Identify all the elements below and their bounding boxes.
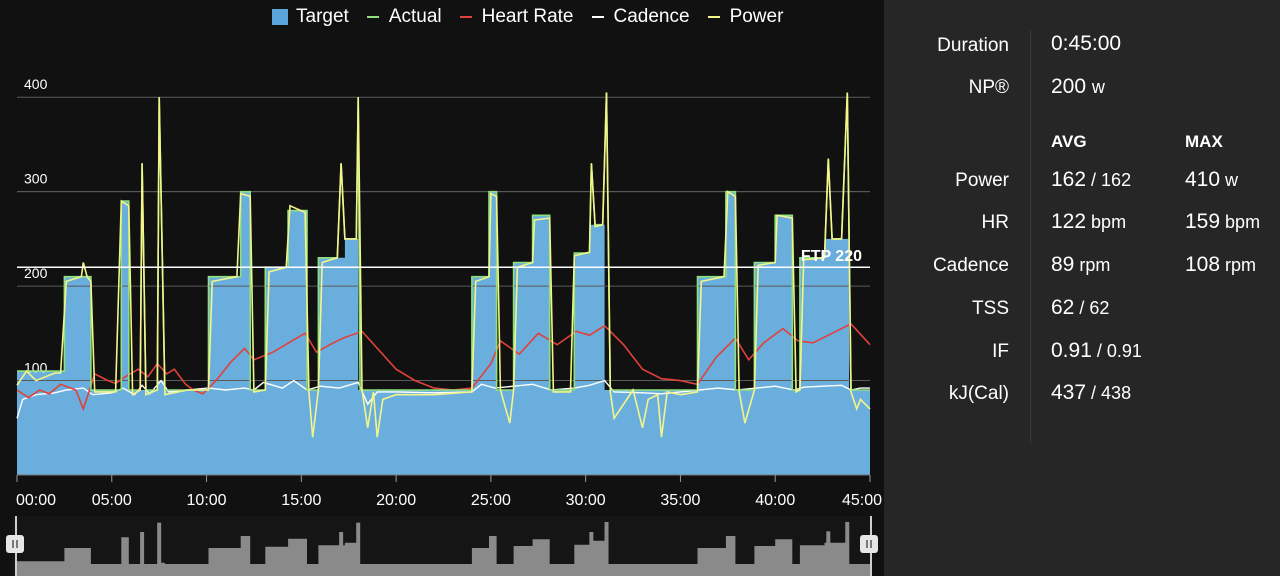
- legend-label: Actual: [388, 6, 442, 27]
- x-tick-label: 05:00: [92, 492, 132, 509]
- stat-avg-cadence: 89 rpm: [1051, 253, 1111, 276]
- overview-spike: [140, 532, 145, 576]
- stat-max-cadence: 108 rpm: [1185, 253, 1257, 276]
- x-tick-label: 10:00: [187, 492, 227, 509]
- overview-target-area: [17, 536, 870, 576]
- legend-swatch: [707, 16, 720, 18]
- x-tick-label: 45:00: [842, 492, 882, 509]
- stat-label-tss: TSS: [972, 298, 1009, 319]
- x-tick-label: 20:00: [376, 492, 416, 509]
- legend-item-target[interactable]: Target: [272, 6, 349, 28]
- stat-label-if: IF: [992, 341, 1009, 362]
- x-tick-label: 40:00: [755, 492, 795, 509]
- target-area: [17, 191, 870, 475]
- overview-spike: [157, 522, 162, 576]
- legend-item-actual[interactable]: Actual: [366, 6, 442, 28]
- legend-swatch: [366, 16, 379, 18]
- workout-chart-panel: 100 200 300 400 00:00 05:00 10:00 15:00 20:00 25:…: [0, 0, 884, 576]
- x-tick-label: 15:00: [281, 492, 321, 509]
- ftp-label: FTP 220: [801, 248, 862, 265]
- legend-item-heart-rate[interactable]: Heart Rate: [459, 6, 574, 28]
- legend-swatch: [272, 9, 288, 25]
- duration-value: 0:45:00: [1051, 32, 1122, 55]
- overview-spike: [589, 532, 594, 576]
- chart-legend: Target Actual Heart Rate Cadence Power: [272, 6, 783, 28]
- legend-item-cadence[interactable]: Cadence: [591, 6, 690, 28]
- np-label: NP®: [968, 77, 1009, 98]
- x-tick-label: 25:00: [471, 492, 511, 509]
- legend-label: Power: [729, 6, 784, 27]
- stat-label-hr: HR: [981, 212, 1009, 233]
- stat-avg-if: 0.91 / 0.91: [1051, 339, 1142, 362]
- max-header: MAX: [1185, 132, 1223, 151]
- heart-rate-line: [16, 322, 871, 412]
- stat-label-cadence: Cadence: [932, 255, 1009, 276]
- stat-avg-power: 162 / 162: [1051, 168, 1132, 191]
- legend-item-power[interactable]: Power: [707, 6, 784, 28]
- legend-label: Target: [296, 6, 349, 27]
- stats-divider: [1030, 30, 1031, 443]
- stat-avg-hr: 122 bpm: [1051, 210, 1127, 233]
- y-tick-label: 400: [24, 76, 48, 92]
- y-tick-label: 300: [24, 171, 48, 187]
- power-line: [16, 92, 871, 438]
- stat-label-kj-cal: kJ(Cal): [948, 383, 1009, 404]
- legend-swatch: [459, 16, 472, 18]
- stats-panel: Duration 0:45:00 NP® 200 w AVG MAX Power…: [884, 0, 1280, 576]
- stat-avg-kj-cal: 437 / 438: [1051, 381, 1132, 404]
- stat-label-power: Power: [955, 170, 1009, 191]
- overview-spike: [845, 522, 850, 576]
- y-tick-label: 200: [24, 265, 48, 281]
- overview-spike: [339, 532, 344, 576]
- np-value: 200 w: [1051, 75, 1105, 98]
- overview-spike: [604, 522, 609, 576]
- legend-label: Heart Rate: [481, 6, 574, 27]
- overview-spike: [826, 531, 831, 576]
- overview-spike: [356, 522, 361, 576]
- stat-max-hr: 159 bpm: [1185, 210, 1261, 233]
- stat-max-power: 410 w: [1185, 168, 1239, 191]
- legend-swatch: [591, 16, 604, 18]
- legend-label: Cadence: [613, 6, 690, 27]
- avg-header: AVG: [1051, 132, 1087, 151]
- range-handle-right[interactable]: [860, 535, 878, 553]
- x-tick-label: 00:00: [16, 492, 56, 509]
- x-tick-label: 35:00: [660, 492, 700, 509]
- stat-avg-tss: 62 / 62: [1051, 296, 1110, 319]
- duration-label: Duration: [937, 35, 1009, 56]
- range-handle-left[interactable]: [6, 535, 24, 553]
- x-tick-label: 30:00: [566, 492, 606, 509]
